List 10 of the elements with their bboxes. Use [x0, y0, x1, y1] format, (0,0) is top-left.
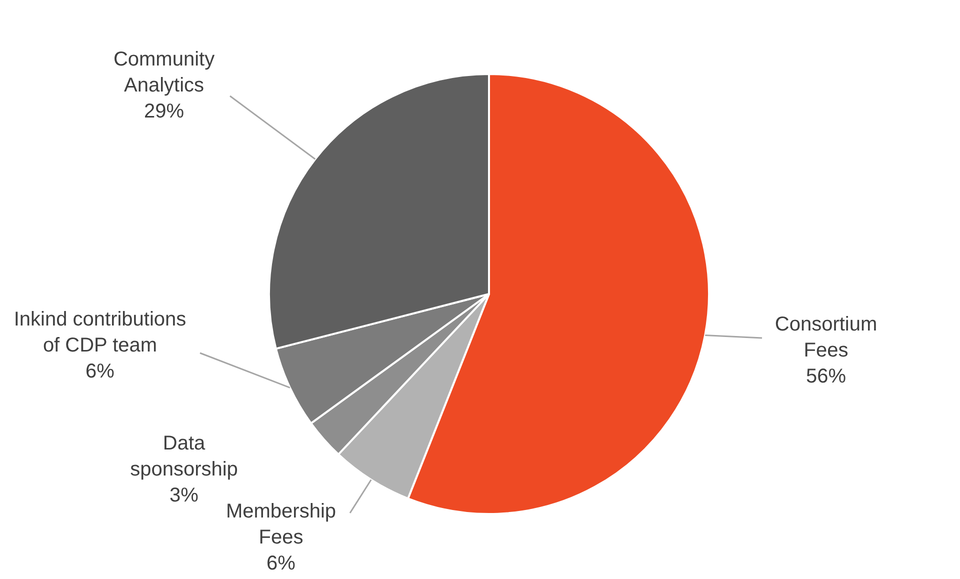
data-label: 3% [170, 484, 199, 507]
data-label: 56% [806, 366, 846, 388]
slice-label: Membership Fees [226, 500, 336, 549]
slice-label: Consortium Fees [774, 314, 878, 362]
data-label: 6% [86, 360, 115, 383]
slice-label: Data sponsorship [130, 432, 238, 481]
data-label: 6% [266, 552, 296, 575]
slice-label: Community Analytics [113, 48, 215, 97]
data-label: 29% [144, 100, 184, 123]
slice-label: Inkind contributions of CDP team [14, 308, 186, 357]
